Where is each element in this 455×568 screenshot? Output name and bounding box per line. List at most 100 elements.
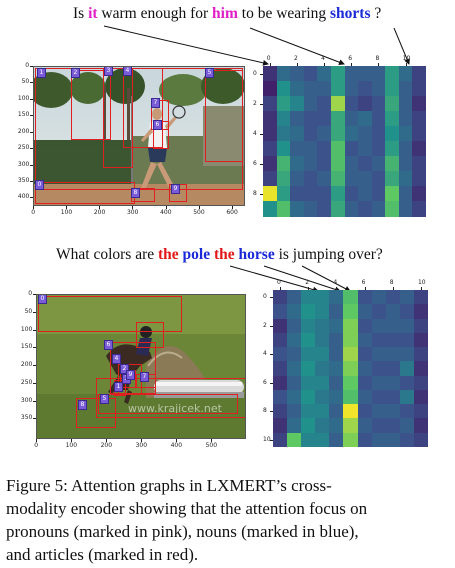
heatmap-cell [357, 418, 373, 434]
caption-line: pronouns (marked in pink), nouns (marked… [6, 522, 359, 541]
bbox-1 [103, 68, 133, 168]
caption-line: and articles (marked in red). [6, 545, 199, 564]
caption-line: modality encoder showing that the attent… [6, 499, 368, 518]
heatmap-cell [398, 66, 413, 82]
heatmap-cell [330, 186, 345, 202]
image-y-tick-label: 350 [17, 177, 30, 185]
heatmap-cell [329, 318, 344, 334]
arrow-shorts [393, 27, 410, 65]
heatmap-cell [276, 171, 291, 187]
heatmap-cell [273, 361, 288, 377]
heatmap-cell [263, 81, 278, 97]
image-x-tick [66, 206, 68, 209]
heatmap-x-tick-label: 6 [361, 279, 366, 286]
image-x-tick [99, 206, 101, 209]
heatmap-cell [371, 186, 386, 202]
arrow-him [249, 27, 345, 66]
heatmap-cell [287, 361, 302, 377]
heatmap-y-tick [270, 439, 273, 441]
heatmap-cell [330, 126, 345, 142]
image-y-tick-label: 400 [17, 193, 30, 201]
heatmap-cell [273, 404, 288, 419]
heatmap-cell [301, 318, 316, 334]
heatmap-cell [413, 389, 429, 405]
heatmap-cell [273, 389, 288, 405]
heatmap-y-tick-label: 8 [253, 189, 257, 197]
heatmap-cell [287, 318, 302, 334]
object-id-label: 2 [71, 68, 80, 78]
heatmap-cell [317, 126, 332, 142]
object-id-label: 1 [37, 68, 46, 78]
heatmap-cell [358, 126, 373, 142]
heatmap-cell [358, 66, 373, 82]
heatmap-cell [276, 201, 291, 217]
image-x-tick-label: 0 [31, 209, 36, 216]
image-y-tick [33, 311, 36, 313]
heatmap-cell [399, 304, 415, 320]
heatmap-cell [385, 126, 400, 142]
heatmap-cell [330, 66, 345, 82]
heatmap-x-tick-label: 4 [321, 55, 325, 62]
heatmap-x-tick [336, 287, 338, 290]
question-word-pronoun: him [212, 5, 238, 22]
heatmap-cell [315, 389, 330, 405]
heatmap-cell [398, 126, 413, 142]
heatmap-cell [301, 361, 316, 377]
heatmap-y-tick [260, 193, 263, 195]
image-y-tick [30, 115, 33, 117]
heatmap-cell [290, 111, 305, 127]
heatmap-cell [371, 404, 387, 419]
image-y-tick-label: 150 [20, 343, 33, 351]
heatmap-cell [344, 111, 359, 127]
image-x-tick [231, 206, 233, 209]
heatmap-cell [357, 290, 373, 305]
heatmap-cell [315, 418, 330, 434]
arrow-it [103, 25, 269, 66]
image-x-tick-label: 500 [205, 442, 218, 449]
image-x-tick [165, 206, 167, 209]
heatmap-cell [398, 186, 413, 202]
heatmap-y-tick-label: 10 [263, 435, 271, 443]
heatmap-cell [412, 66, 427, 82]
heatmap-x-tick-label: 2 [305, 279, 310, 286]
heatmap-cell [301, 432, 316, 448]
heatmap-cell [398, 96, 413, 112]
heatmap-cell [330, 81, 345, 97]
heatmap-cell [385, 318, 401, 334]
image-x-tick [198, 206, 200, 209]
heatmap-cell [399, 404, 415, 419]
object-id-label: 6 [104, 340, 113, 350]
heatmap-cell [343, 332, 359, 348]
heatmap-cell [315, 375, 330, 391]
object-id-label: 8 [78, 400, 87, 410]
heatmap-cell [276, 66, 291, 82]
heatmap-cell [413, 432, 429, 448]
heatmap-cell [358, 96, 373, 112]
heatmap-cell [301, 404, 316, 419]
heatmap-cell [398, 171, 413, 187]
heatmap-cell [413, 347, 429, 362]
heatmap-cell [329, 418, 344, 434]
heatmap-cell [303, 126, 318, 142]
heatmap-cell [317, 96, 332, 112]
heatmap-cell [371, 81, 386, 97]
heatmap-cell [303, 96, 318, 112]
image-x-tick-label: 300 [135, 442, 148, 449]
heatmap-cell [371, 432, 387, 448]
heatmap-y-tick [260, 73, 263, 75]
heatmap-cell [413, 332, 429, 348]
heatmap-cell [263, 66, 278, 82]
bbox-5 [205, 70, 243, 162]
heatmap-cell [276, 111, 291, 127]
heatmap-cell [385, 290, 401, 305]
question-text: warm enough for [97, 5, 213, 22]
heatmap-x-tick [420, 287, 422, 290]
heatmap-cell [344, 171, 359, 187]
object-id-label: 2 [120, 364, 129, 374]
heatmap-cell [301, 290, 316, 305]
heatmap-cell [412, 126, 427, 142]
heatmap-cell [330, 201, 345, 217]
heatmap-cell [330, 156, 345, 172]
heatmap-cell [273, 318, 288, 334]
heatmap-cell [263, 96, 278, 112]
